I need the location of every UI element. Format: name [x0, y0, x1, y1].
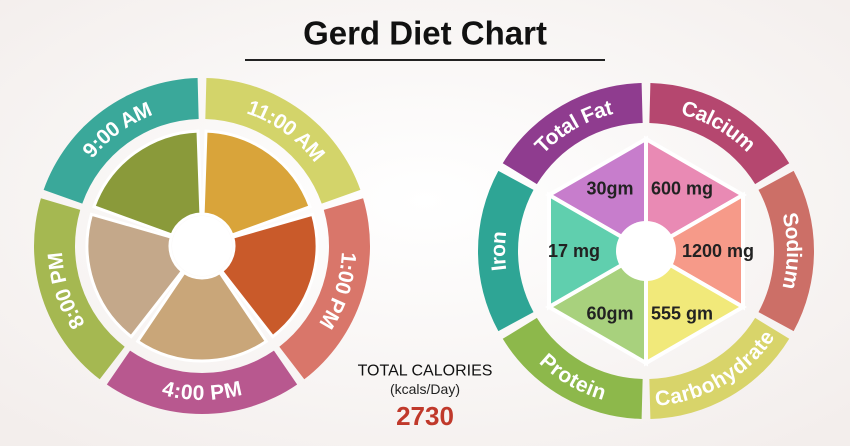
nutrient-segment	[502, 317, 643, 419]
nutrient-amount: 17 mg	[548, 241, 600, 261]
food-wedge	[92, 129, 203, 237]
meal-segment	[33, 198, 125, 380]
nutrient-segment	[502, 83, 643, 185]
nutrient-amount: 30gm	[586, 179, 633, 199]
nutrient-segment	[649, 83, 790, 185]
nutrient-wedge	[547, 191, 651, 311]
ring-label-text: Iron	[486, 230, 510, 272]
calories-label: TOTAL CALORIES	[358, 363, 493, 380]
nutrient-amount: 555 gm	[651, 303, 713, 323]
food-wedge	[201, 129, 312, 237]
nutrient-segment	[478, 170, 534, 332]
meal-segment	[43, 78, 199, 204]
calories-unit: (kcals/Day)	[390, 381, 460, 397]
food-wedge	[219, 212, 319, 339]
ring-label: Iron	[486, 230, 510, 272]
nutrient-amount: 600 mg	[651, 179, 713, 199]
hub	[616, 221, 676, 281]
nutrient-amount: 60gm	[586, 303, 633, 323]
calories-value: 2730	[396, 401, 454, 431]
meal-segment	[205, 78, 361, 204]
nutrient-segment	[758, 170, 815, 332]
hub	[172, 216, 232, 276]
meal-segment	[106, 350, 298, 414]
food-wedge	[85, 212, 185, 339]
meal-wheel: 9:00 AM 11:00 AM1:00 PM4:00 PM8:00 PM	[33, 78, 371, 414]
food-wedge	[135, 270, 269, 363]
nutrient-segment	[649, 317, 790, 419]
title: Gerd Diet Chart	[303, 15, 547, 52]
nutrient-amount: 1200 mg	[682, 241, 754, 261]
meal-segment	[279, 198, 371, 380]
